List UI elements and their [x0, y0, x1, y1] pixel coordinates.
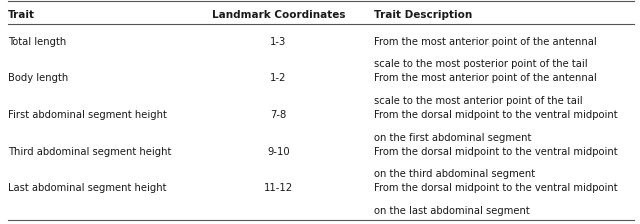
Text: on the first abdominal segment: on the first abdominal segment: [374, 133, 532, 143]
Text: From the dorsal midpoint to the ventral midpoint: From the dorsal midpoint to the ventral …: [374, 147, 618, 157]
Text: Body length: Body length: [8, 73, 68, 84]
Text: Total length: Total length: [8, 37, 66, 47]
Text: First abdominal segment height: First abdominal segment height: [8, 110, 166, 120]
Text: 1-2: 1-2: [270, 73, 287, 84]
Text: on the third abdominal segment: on the third abdominal segment: [374, 169, 536, 179]
Text: scale to the most posterior point of the tail: scale to the most posterior point of the…: [374, 59, 588, 69]
Text: Trait: Trait: [8, 10, 35, 20]
Text: 11-12: 11-12: [264, 183, 293, 193]
Text: Third abdominal segment height: Third abdominal segment height: [8, 147, 171, 157]
Text: From the most anterior point of the antennal: From the most anterior point of the ante…: [374, 73, 597, 84]
Text: 7-8: 7-8: [270, 110, 287, 120]
Text: From the dorsal midpoint to the ventral midpoint: From the dorsal midpoint to the ventral …: [374, 183, 618, 193]
Text: Trait Description: Trait Description: [374, 10, 473, 20]
Text: 9-10: 9-10: [267, 147, 290, 157]
Text: Landmark Coordinates: Landmark Coordinates: [212, 10, 345, 20]
Text: on the last abdominal segment: on the last abdominal segment: [374, 206, 530, 216]
Text: 1-3: 1-3: [270, 37, 287, 47]
Text: scale to the most anterior point of the tail: scale to the most anterior point of the …: [374, 96, 583, 106]
Text: From the dorsal midpoint to the ventral midpoint: From the dorsal midpoint to the ventral …: [374, 110, 618, 120]
Text: Last abdominal segment height: Last abdominal segment height: [8, 183, 166, 193]
Text: From the most anterior point of the antennal: From the most anterior point of the ante…: [374, 37, 597, 47]
